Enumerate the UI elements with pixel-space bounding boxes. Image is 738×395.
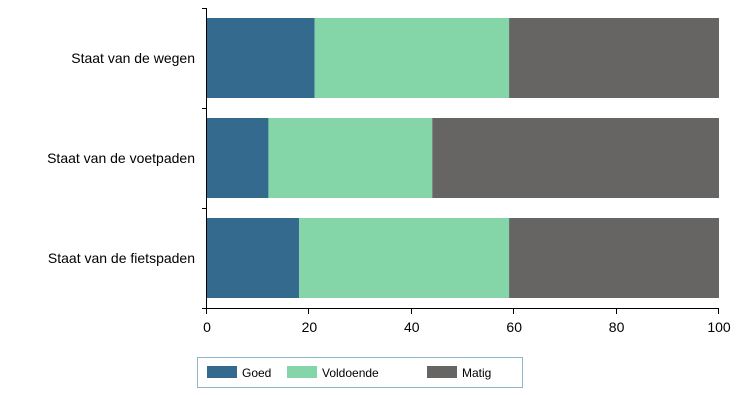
legend-label-goed: Goed [242,366,271,380]
x-tick-label: 80 [609,319,625,335]
category-label: Staat van de wegen [71,50,195,66]
axis-layer: Staat van de wegen Staat van de voetpaden… [47,8,731,335]
bar-voldoende-1 [314,18,510,98]
category-label: Staat van de fietspaden [48,250,195,266]
legend-label-voldoende: Voldoende [322,366,379,380]
x-tick-label: 20 [302,319,318,335]
x-tick-label: 0 [203,319,211,335]
bar-voldoende-2 [268,118,433,198]
bars-layer [207,18,719,298]
legend: Goed Voldoende Matig [197,357,523,388]
bar-matig-1 [509,18,719,98]
legend-frame [197,357,523,388]
legend-label-matig: Matig [462,366,491,380]
bar-voldoende-3 [299,218,510,298]
x-tick-label: 60 [506,319,522,335]
category-label: Staat van de voetpaden [47,150,195,166]
legend-swatch-matig [427,366,457,378]
bar-goed-3 [207,218,300,298]
bar-goed-2 [207,118,269,198]
legend-swatch-voldoende [287,366,317,378]
bar-matig-2 [432,118,719,198]
bar-goed-1 [207,18,315,98]
x-tick-label: 100 [707,319,731,335]
legend-swatch-goed [207,366,237,378]
x-tick-label: 40 [404,319,420,335]
bar-matig-3 [509,218,719,298]
